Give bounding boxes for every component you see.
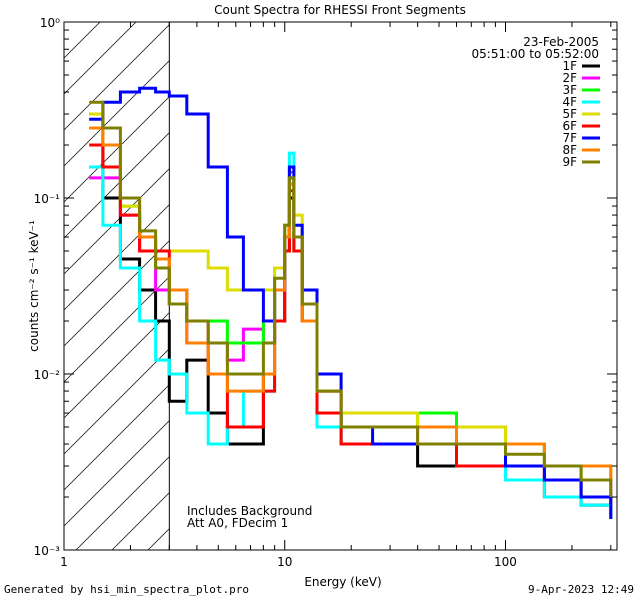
timestamp: 9-Apr-2023 12:49 <box>528 583 634 596</box>
axis-frame <box>63 21 618 551</box>
legend-label-9F: 9F <box>562 155 577 169</box>
hatch-line <box>64 240 170 347</box>
legend-label-3F: 3F <box>562 83 577 97</box>
hatch-line <box>64 96 170 203</box>
series-line-6F <box>89 143 613 506</box>
axis-ticks <box>63 21 617 551</box>
y-axis-label: counts cm⁻² s⁻¹ keV⁻¹ <box>27 220 41 352</box>
hatch-line <box>64 348 170 455</box>
chart-title: Count Spectra for RHESSI Front Segments <box>214 3 466 17</box>
y-tick-label: 10⁻³ <box>34 544 61 558</box>
hatch-line <box>64 168 170 275</box>
legend-label-1F: 1F <box>562 59 577 73</box>
hatch-line <box>64 204 170 311</box>
hatch-line <box>64 420 170 527</box>
date-label: 23-Feb-2005 <box>523 35 599 49</box>
legend-label-8F: 8F <box>562 143 577 157</box>
legend-label-2F: 2F <box>562 71 577 85</box>
y-tick-label: 10⁻² <box>34 368 61 382</box>
hatch-line <box>64 60 170 167</box>
hatch-line <box>75 456 170 550</box>
hatch-line <box>64 276 170 383</box>
x-axis-label: Energy (keV) <box>304 575 381 589</box>
hatch-line <box>220 22 640 550</box>
legend-label-7F: 7F <box>562 131 577 145</box>
x-tick-label: 1 <box>60 555 68 569</box>
y-tick-label: 10⁻¹ <box>34 192 61 206</box>
series-line-4F <box>89 151 613 519</box>
annotation-background: Includes Background <box>187 504 312 518</box>
hatch-line <box>111 492 170 550</box>
x-tick-label: 100 <box>494 555 517 569</box>
plot-frame <box>63 21 618 551</box>
series-line-5F <box>89 112 613 480</box>
series-line-9F <box>89 100 613 497</box>
hatch-line <box>0 22 28 550</box>
generated-by: Generated by hsi_min_spectra_plot.pro <box>4 583 250 596</box>
legend-label-5F: 5F <box>562 107 577 121</box>
hatch-line <box>64 22 101 59</box>
time-range-label: 05:51:00 to 05:52:00 <box>472 47 599 61</box>
hatch-line <box>64 312 170 419</box>
y-tick-label: 10⁰ <box>40 16 60 30</box>
axis-tick-labels: 1 10 100 10⁰ 10⁻¹ 10⁻² 10⁻³ <box>34 16 517 569</box>
annotation-attenuator: Att A0, FDecim 1 <box>187 516 288 530</box>
x-tick-label: 10 <box>277 555 292 569</box>
series-line-2F <box>89 170 613 497</box>
legend-label-6F: 6F <box>562 119 577 133</box>
hatch-line <box>64 384 170 491</box>
hatch-line <box>64 24 170 131</box>
series-group <box>89 86 613 519</box>
legend-label-4F: 4F <box>562 95 577 109</box>
